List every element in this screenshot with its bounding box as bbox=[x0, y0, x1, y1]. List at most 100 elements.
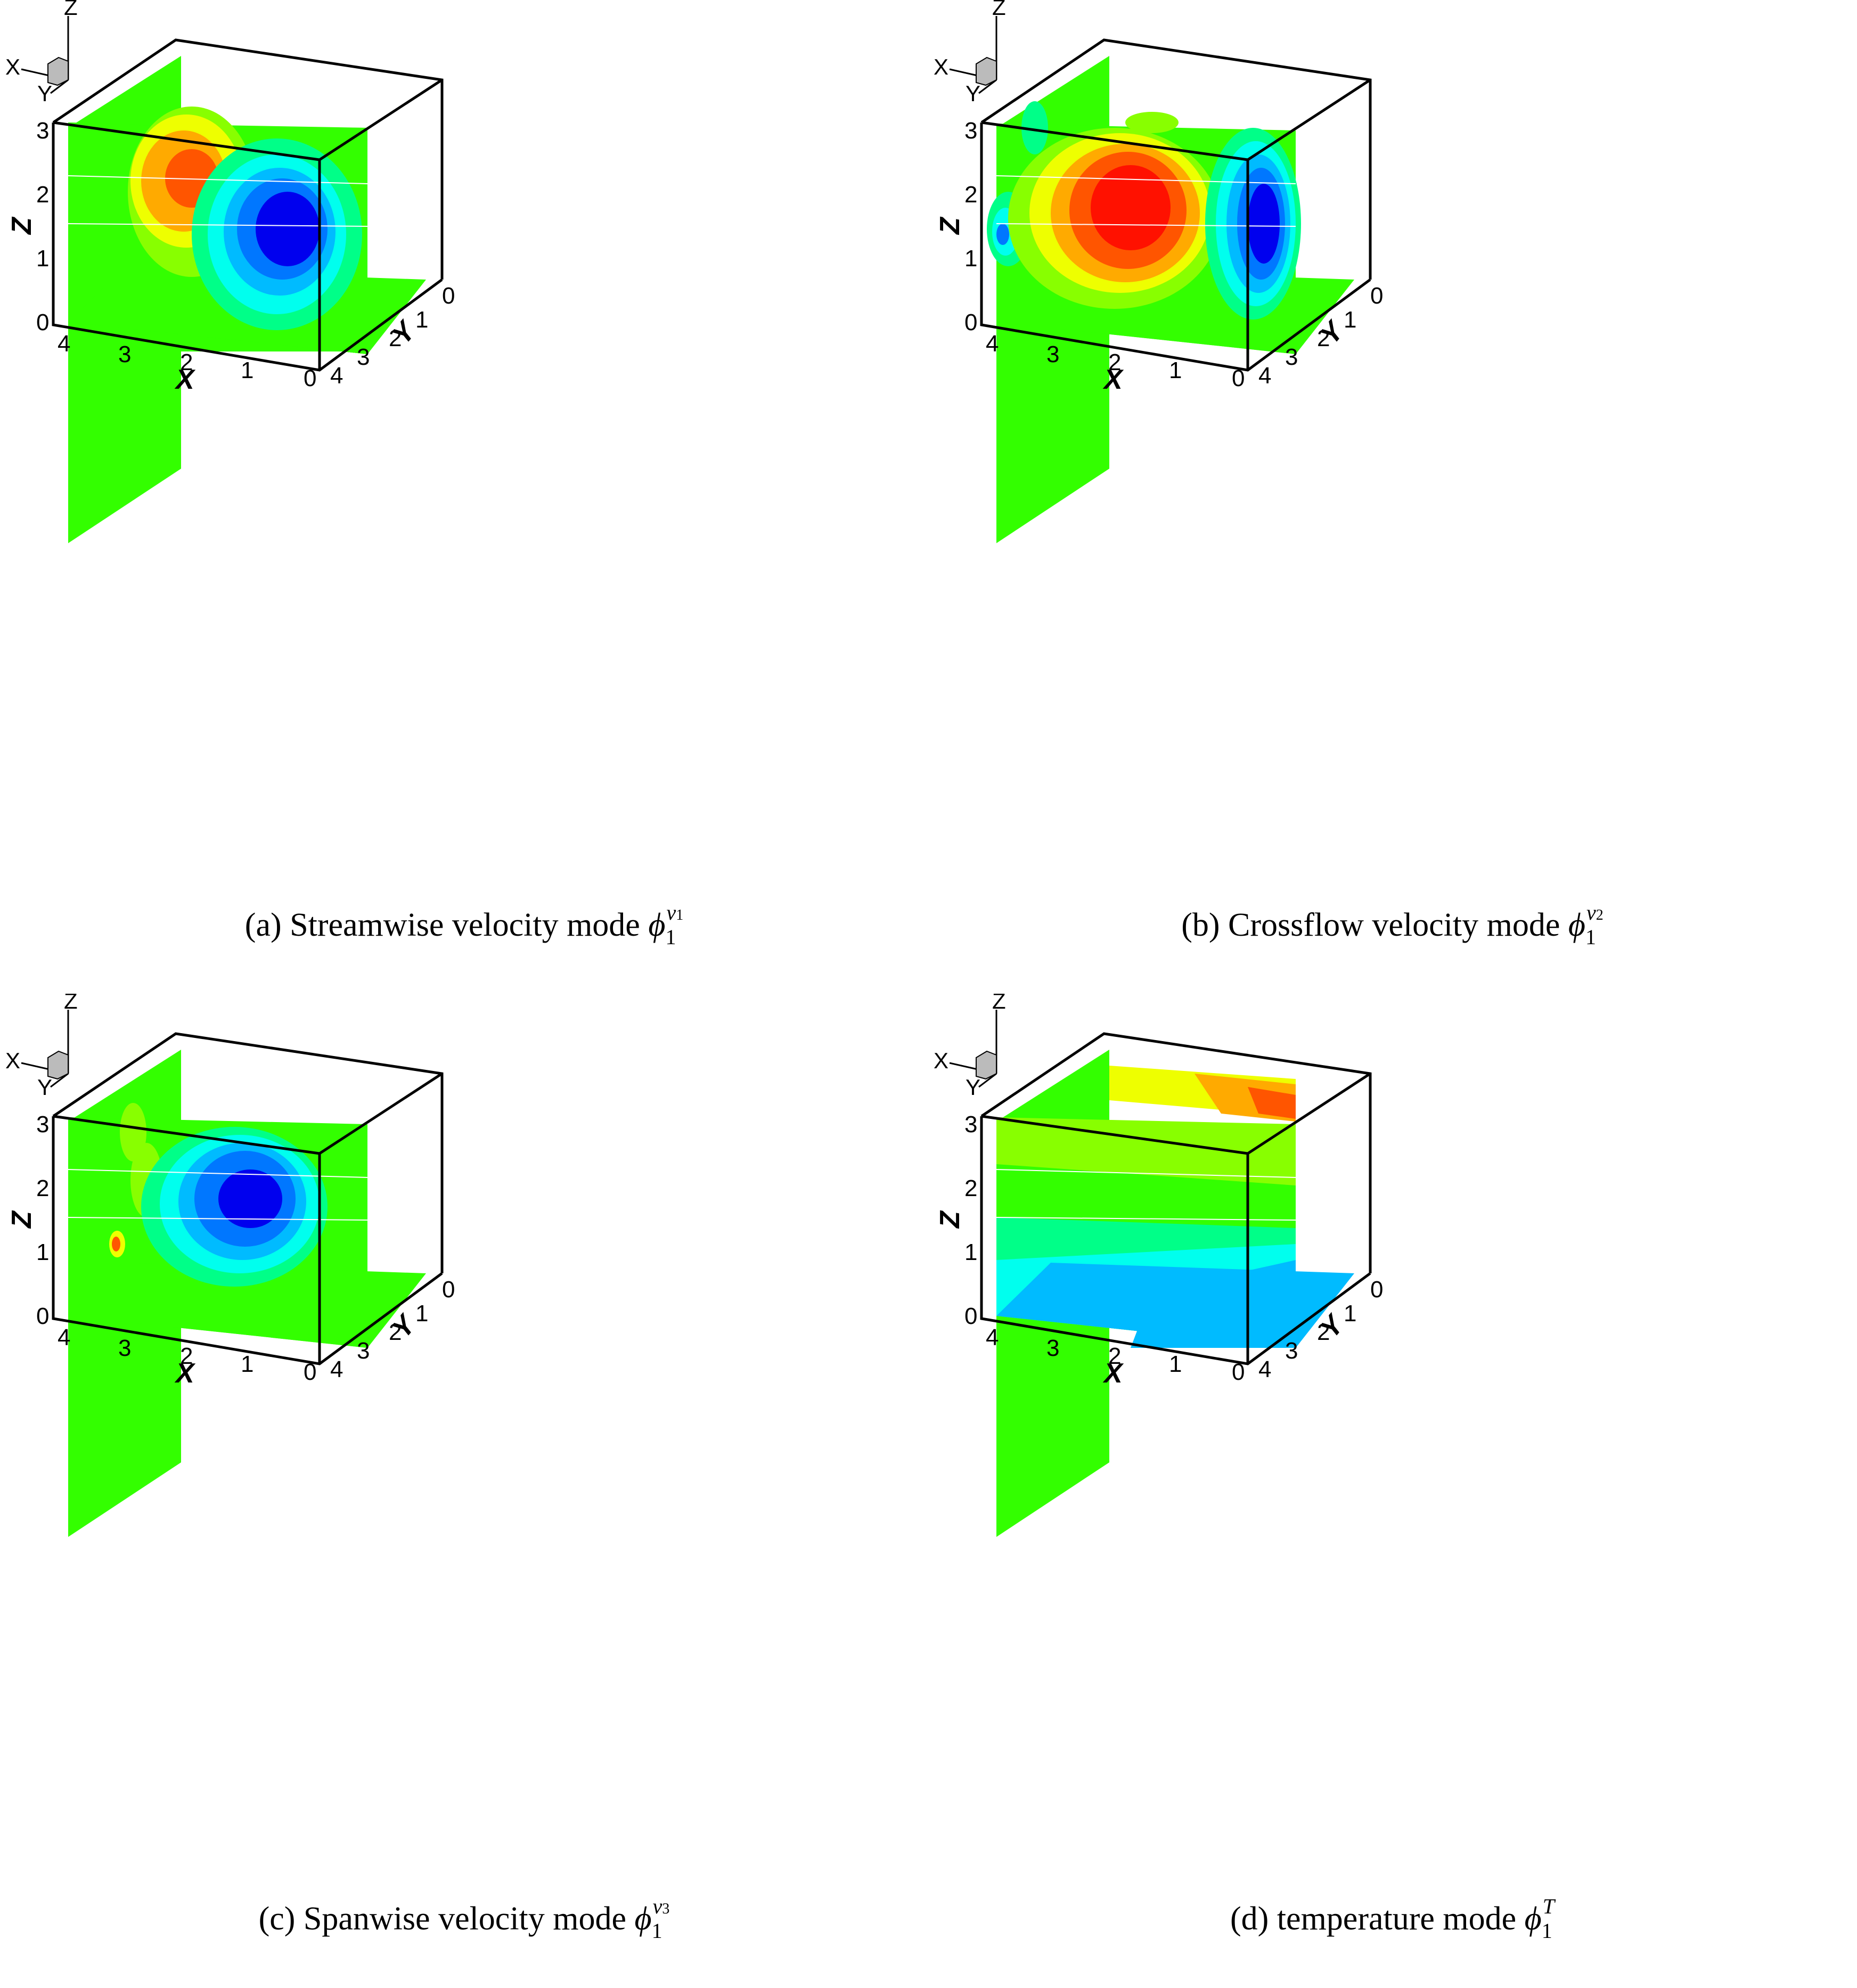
svg-text:0: 0 bbox=[1370, 1277, 1383, 1303]
axis-triad: Z X Y bbox=[934, 0, 1006, 106]
svg-text:1: 1 bbox=[241, 357, 253, 383]
svg-text:2: 2 bbox=[1108, 1343, 1121, 1369]
panel-d: Z X Y 3 2 1 0 Z 4 3 2 1 0 X 0 1 2 3 4 Y … bbox=[928, 994, 1856, 1987]
caption-text: (c) Spanwise velocity mode bbox=[258, 1901, 635, 1937]
caption-a: (a) Streamwise velocity mode ϕ1v1 bbox=[244, 901, 684, 949]
z-ticks: 3 2 1 0 bbox=[964, 118, 977, 336]
plot-3d-b: Z X Y 3 2 1 0 Z 4 3 2 1 0 X 0 1 2 3 4 Y bbox=[934, 0, 1383, 543]
svg-text:3: 3 bbox=[1285, 1338, 1298, 1364]
axis-triad: Z X Y bbox=[5, 994, 78, 1100]
svg-text:2: 2 bbox=[180, 349, 193, 375]
caption-text: (b) Crossflow velocity mode bbox=[1181, 907, 1568, 943]
x-axis-title: X bbox=[1102, 364, 1124, 395]
svg-text:3: 3 bbox=[1046, 1335, 1059, 1361]
svg-text:4: 4 bbox=[330, 363, 343, 389]
svg-text:3: 3 bbox=[36, 118, 49, 144]
svg-text:3: 3 bbox=[1285, 344, 1298, 370]
panel-a: Z X Y 3 2 1 0 Z 4 3 2 1 0 X 0 1 2 3 4 Y bbox=[0, 0, 928, 994]
caption-d: (d) temperature mode ϕ1T bbox=[1230, 1894, 1555, 1943]
bounding-box bbox=[52, 1032, 444, 1365]
svg-text:0: 0 bbox=[1232, 1359, 1245, 1385]
bounding-box bbox=[980, 38, 1372, 372]
triad-x-label: X bbox=[934, 54, 948, 79]
z-ticks: 3 2 1 0 bbox=[964, 1111, 977, 1329]
svg-text:1: 1 bbox=[36, 246, 49, 272]
y-ticks: 0 1 2 3 4 bbox=[1258, 1277, 1383, 1382]
z-ticks: 3 2 1 0 bbox=[36, 1111, 49, 1329]
bounding-box bbox=[980, 1032, 1372, 1365]
svg-text:1: 1 bbox=[415, 307, 428, 333]
svg-text:3: 3 bbox=[118, 1335, 131, 1361]
svg-text:0: 0 bbox=[304, 1359, 316, 1385]
svg-text:4: 4 bbox=[986, 1324, 999, 1351]
triad-z-label: Z bbox=[64, 0, 78, 20]
svg-text:1: 1 bbox=[1169, 1351, 1182, 1377]
svg-text:0: 0 bbox=[1370, 283, 1383, 309]
svg-text:0: 0 bbox=[36, 309, 49, 336]
svg-text:0: 0 bbox=[1232, 365, 1245, 391]
svg-text:2: 2 bbox=[389, 1319, 402, 1345]
svg-text:0: 0 bbox=[442, 1277, 455, 1303]
svg-text:3: 3 bbox=[357, 344, 370, 370]
caption-b: (b) Crossflow velocity mode ϕ1v2 bbox=[1181, 901, 1604, 949]
triad-z-label: Z bbox=[992, 994, 1006, 1013]
x-ticks: 4 3 2 1 0 bbox=[986, 1324, 1245, 1385]
triad-y-label: Y bbox=[966, 1075, 980, 1100]
bounding-box bbox=[52, 38, 444, 372]
z-ticks: 3 2 1 0 bbox=[36, 118, 49, 336]
y-ticks: 0 1 2 3 4 bbox=[330, 283, 455, 389]
caption-c: (c) Spanwise velocity mode ϕ1v3 bbox=[258, 1894, 670, 1943]
svg-text:3: 3 bbox=[1046, 341, 1059, 367]
x-ticks: 4 3 2 1 0 bbox=[986, 331, 1245, 391]
z-axis-title: Z bbox=[6, 216, 37, 235]
svg-text:1: 1 bbox=[415, 1300, 428, 1327]
y-ticks: 0 1 2 3 4 bbox=[330, 1277, 455, 1382]
svg-text:1: 1 bbox=[1344, 1300, 1356, 1327]
svg-text:3: 3 bbox=[36, 1111, 49, 1138]
plot-3d-d: Z X Y 3 2 1 0 Z 4 3 2 1 0 X 0 1 2 3 4 Y bbox=[934, 994, 1383, 1537]
svg-text:3: 3 bbox=[118, 341, 131, 367]
svg-text:2: 2 bbox=[180, 1343, 193, 1369]
triad-y-label: Y bbox=[966, 81, 980, 106]
plot-3d-a: Z X Y 3 2 1 0 Z 4 3 2 1 0 X 0 1 2 3 4 Y bbox=[5, 0, 455, 543]
triad-x-label: X bbox=[5, 54, 20, 79]
svg-text:4: 4 bbox=[1258, 363, 1271, 389]
svg-text:2: 2 bbox=[389, 325, 402, 351]
x-ticks: 4 3 2 1 0 bbox=[58, 1324, 316, 1385]
axis-triad: Z X Y bbox=[934, 994, 1006, 1100]
panel-b: Z X Y 3 2 1 0 Z 4 3 2 1 0 X 0 1 2 3 4 Y … bbox=[928, 0, 1856, 994]
svg-text:4: 4 bbox=[58, 331, 70, 357]
svg-text:2: 2 bbox=[36, 1175, 49, 1201]
svg-text:4: 4 bbox=[1258, 1356, 1271, 1382]
svg-text:1: 1 bbox=[1344, 307, 1356, 333]
svg-text:1: 1 bbox=[964, 1239, 977, 1265]
svg-text:0: 0 bbox=[36, 1303, 49, 1329]
plot-3d-c: Z X Y 3 2 1 0 Z 4 3 2 1 0 X 0 1 2 3 4 Y bbox=[5, 994, 455, 1537]
svg-text:0: 0 bbox=[964, 1303, 977, 1329]
triad-x-label: X bbox=[5, 1048, 20, 1073]
svg-text:2: 2 bbox=[1108, 349, 1121, 375]
svg-text:0: 0 bbox=[442, 283, 455, 309]
caption-text: (a) Streamwise velocity mode bbox=[244, 907, 649, 943]
svg-text:1: 1 bbox=[36, 1239, 49, 1265]
y-ticks: 0 1 2 3 4 bbox=[1258, 283, 1383, 389]
triad-y-label: Y bbox=[37, 1075, 52, 1100]
svg-text:2: 2 bbox=[1317, 325, 1330, 351]
x-ticks: 4 3 2 1 0 bbox=[58, 331, 316, 391]
triad-x-label: X bbox=[934, 1048, 948, 1073]
caption-text: (d) temperature mode bbox=[1230, 1901, 1525, 1937]
x-axis-title: X bbox=[174, 364, 196, 395]
svg-text:4: 4 bbox=[330, 1356, 343, 1382]
svg-text:2: 2 bbox=[964, 182, 977, 208]
svg-text:0: 0 bbox=[964, 309, 977, 336]
svg-text:3: 3 bbox=[964, 118, 977, 144]
axis-triad: Z X Y bbox=[5, 0, 78, 106]
svg-text:2: 2 bbox=[36, 182, 49, 208]
svg-text:1: 1 bbox=[964, 246, 977, 272]
z-axis-title: Z bbox=[935, 216, 966, 235]
panel-c: Z X Y 3 2 1 0 Z 4 3 2 1 0 X 0 1 2 3 4 Y … bbox=[0, 994, 928, 1987]
triad-z-label: Z bbox=[64, 994, 78, 1013]
svg-text:2: 2 bbox=[1317, 1319, 1330, 1345]
triad-y-label: Y bbox=[37, 81, 52, 106]
z-axis-title: Z bbox=[6, 1210, 37, 1229]
